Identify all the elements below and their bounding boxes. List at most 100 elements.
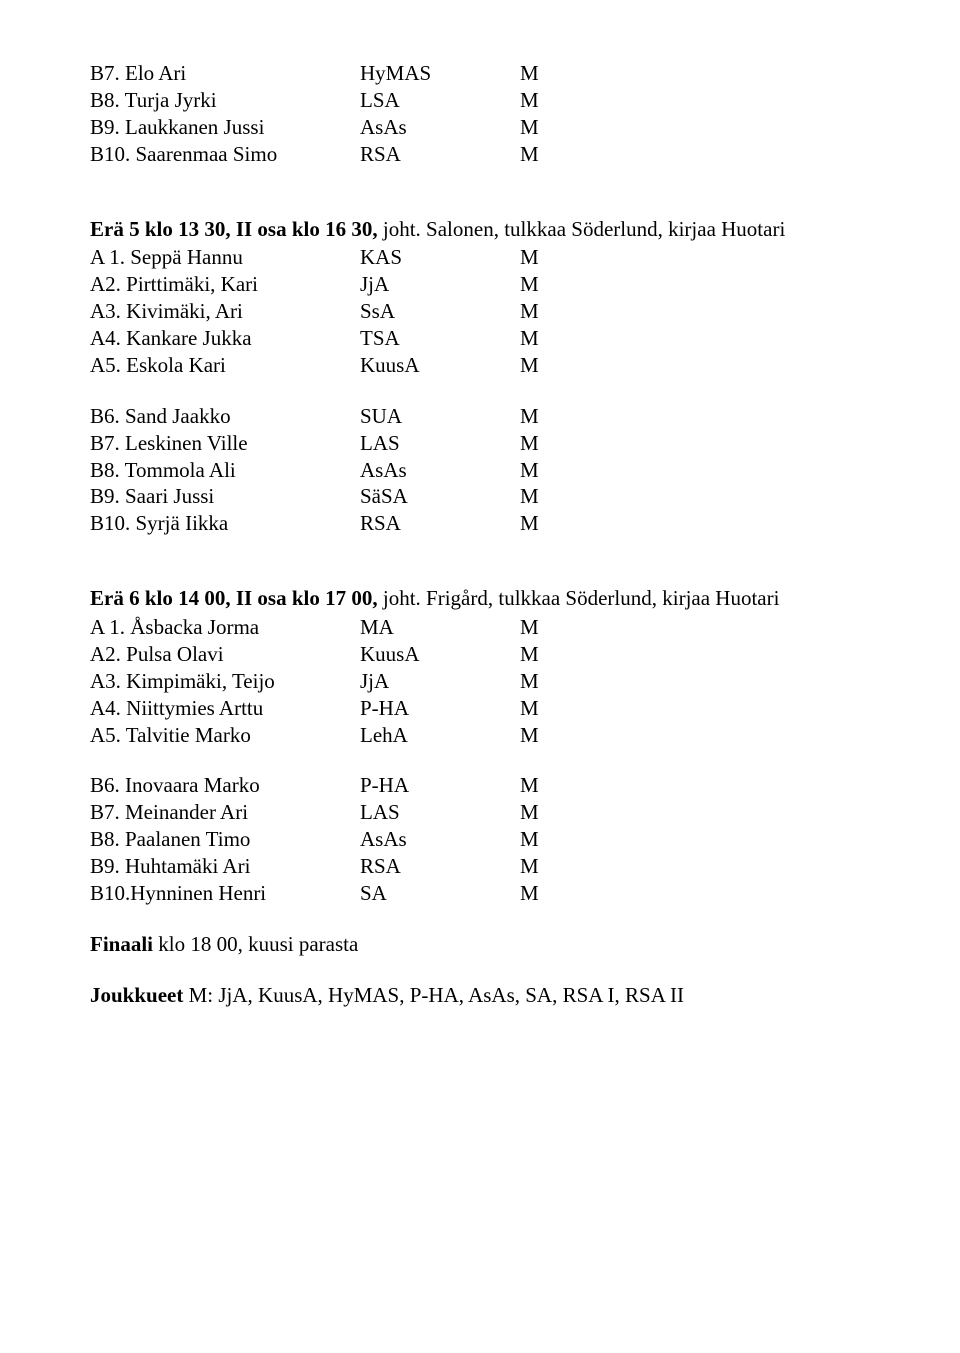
cell-name: B8. Tommola Ali [90,457,360,484]
table-row: B6. Sand JaakkoSUAM [90,403,870,430]
cell-class: M [520,510,539,537]
heat6-group-a: A 1. Åsbacka JormaMAM A2. Pulsa OlaviKuu… [90,614,870,748]
cell-club: AsAs [360,457,520,484]
heat6-group-b: B6. Inovaara MarkoP-HAM B7. Meinander Ar… [90,772,870,906]
table-row: A2. Pulsa OlaviKuusAM [90,641,870,668]
cell-name: A 1. Åsbacka Jorma [90,614,360,641]
cell-club: RSA [360,141,520,168]
heat5-title-rest: joht. Salonen, tulkkaa Söderlund, kirjaa… [383,217,785,241]
cell-class: M [520,483,539,510]
cell-club: AsAs [360,826,520,853]
table-row: B9. Saari JussiSäSAM [90,483,870,510]
cell-class: M [520,114,539,141]
cell-club: SäSA [360,483,520,510]
cell-name: B6. Sand Jaakko [90,403,360,430]
cell-club: SUA [360,403,520,430]
cell-name: A2. Pulsa Olavi [90,641,360,668]
cell-name: B9. Saari Jussi [90,483,360,510]
table-row: A4. Kankare JukkaTSAM [90,325,870,352]
cell-class: M [520,457,539,484]
cell-class: M [520,325,539,352]
cell-name: B8. Paalanen Timo [90,826,360,853]
table-row: A2. Pirttimäki, KariJjAM [90,271,870,298]
heat6-title-bold: Erä 6 klo 14 00, II osa klo 17 00, [90,586,383,610]
table-row: B7. Elo Ari HyMAS M [90,60,870,87]
cell-name: B7. Leskinen Ville [90,430,360,457]
cell-club: LSA [360,87,520,114]
table-row: B8. Turja Jyrki LSA M [90,87,870,114]
cell-class: M [520,430,539,457]
heat5-title-bold: Erä 5 klo 13 30, II osa klo 16 30, [90,217,383,241]
cell-name: B6. Inovaara Marko [90,772,360,799]
table-row: A3. Kimpimäki, TeijoJjAM [90,668,870,695]
cell-club: KuusA [360,352,520,379]
table-row: B9. Huhtamäki AriRSAM [90,853,870,880]
table-row: B10. Syrjä IikkaRSAM [90,510,870,537]
cell-name: A3. Kimpimäki, Teijo [90,668,360,695]
heat6-title-rest: joht. Frigård, tulkkaa Söderlund, kirjaa… [383,586,780,610]
cell-club: SA [360,880,520,907]
cell-class: M [520,826,539,853]
table-row: B10.Hynninen HenriSAM [90,880,870,907]
cell-club: RSA [360,510,520,537]
cell-class: M [520,87,539,114]
table-row: B8. Tommola AliAsAsM [90,457,870,484]
cell-class: M [520,695,539,722]
cell-club: KuusA [360,641,520,668]
cell-club: TSA [360,325,520,352]
cell-club: RSA [360,853,520,880]
cell-club: P-HA [360,695,520,722]
cell-name: A2. Pirttimäki, Kari [90,271,360,298]
cell-club: JjA [360,668,520,695]
table-row: B10. Saarenmaa Simo RSA M [90,141,870,168]
cell-class: M [520,244,539,271]
cell-club: HyMAS [360,60,520,87]
cell-name: B8. Turja Jyrki [90,87,360,114]
heat5-heading: Erä 5 klo 13 30, II osa klo 16 30, joht.… [90,216,870,243]
table-row: B9. Laukkanen Jussi AsAs M [90,114,870,141]
table-row: A5. Talvitie MarkoLehAM [90,722,870,749]
cell-name: B10. Saarenmaa Simo [90,141,360,168]
cell-name: B9. Huhtamäki Ari [90,853,360,880]
cell-class: M [520,352,539,379]
cell-club: LAS [360,799,520,826]
cell-name: A 1. Seppä Hannu [90,244,360,271]
heat5-group-b: B6. Sand JaakkoSUAM B7. Leskinen VilleLA… [90,403,870,537]
cell-class: M [520,853,539,880]
cell-club: JjA [360,271,520,298]
cell-class: M [520,722,539,749]
cell-name: B7. Elo Ari [90,60,360,87]
cell-class: M [520,614,539,641]
cell-class: M [520,403,539,430]
table-row: B7. Meinander AriLASM [90,799,870,826]
cell-club: KAS [360,244,520,271]
teams-rest: M: JjA, KuusA, HyMAS, P-HA, AsAs, SA, RS… [189,983,684,1007]
cell-club: AsAs [360,114,520,141]
cell-name: A5. Talvitie Marko [90,722,360,749]
cell-name: A3. Kivimäki, Ari [90,298,360,325]
final-line: Finaali klo 18 00, kuusi parasta [90,931,870,958]
cell-name: B7. Meinander Ari [90,799,360,826]
cell-club: LehA [360,722,520,749]
cell-club: P-HA [360,772,520,799]
heat6-heading: Erä 6 klo 14 00, II osa klo 17 00, joht.… [90,585,870,612]
table-row: A5. Eskola KariKuusAM [90,352,870,379]
cell-name: A4. Niittymies Arttu [90,695,360,722]
table-row: B7. Leskinen VilleLASM [90,430,870,457]
final-rest: klo 18 00, kuusi parasta [158,932,358,956]
heat5-group-a: A 1. Seppä HannuKASM A2. Pirttimäki, Kar… [90,244,870,378]
final-bold: Finaali [90,932,158,956]
cell-class: M [520,271,539,298]
cell-class: M [520,772,539,799]
cell-name: B10. Syrjä Iikka [90,510,360,537]
cell-class: M [520,641,539,668]
table-row: A 1. Seppä HannuKASM [90,244,870,271]
cell-name: A5. Eskola Kari [90,352,360,379]
table-row: B8. Paalanen TimoAsAsM [90,826,870,853]
cell-class: M [520,880,539,907]
cell-club: LAS [360,430,520,457]
cell-name: B9. Laukkanen Jussi [90,114,360,141]
cell-class: M [520,298,539,325]
cell-class: M [520,60,539,87]
cell-class: M [520,141,539,168]
